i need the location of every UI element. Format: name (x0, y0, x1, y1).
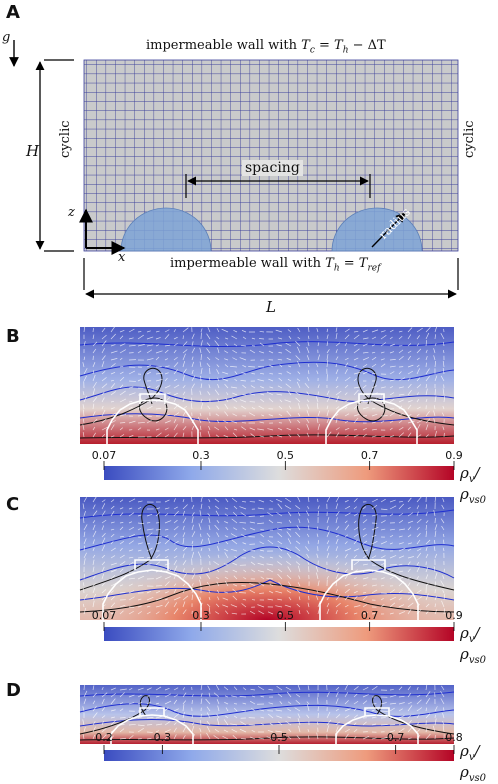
colorbar-d-label: ρv/ρvs0 (460, 742, 498, 784)
panel-label-b: B (6, 326, 20, 347)
z-axis-label: z (68, 205, 75, 220)
colorbar-d (104, 745, 454, 761)
field-b (80, 326, 454, 444)
colorbar-tick-label: 0.7 (361, 609, 379, 622)
colorbar-tick-label: 0.2 (95, 731, 113, 744)
colorbar-tick-label: 0.5 (270, 731, 288, 744)
panel-label-d: D (6, 680, 21, 701)
colorbar-tick-label: 0.07 (92, 609, 117, 622)
colorbar-tick-label: 0.9 (445, 609, 463, 622)
height-label: H (26, 142, 39, 160)
colorbar-b-label: ρv/ρvs0 (460, 464, 498, 506)
right-cyclic-label: cyclic (462, 120, 477, 158)
colorbar-b (104, 461, 454, 480)
colorbar-tick-label: 0.3 (192, 449, 210, 462)
field-c (80, 496, 454, 620)
colorbar-tick-label: 0.07 (92, 449, 117, 462)
colorbar-tick-label: 0.7 (387, 731, 405, 744)
gravity-label: g (2, 30, 10, 45)
x-axis-label: x (118, 250, 125, 265)
colorbar-tick-label: 0.9 (445, 449, 463, 462)
bottom-wall-label: impermeable wall with Th = Tref (170, 256, 380, 274)
spacing-label: spacing (242, 160, 303, 176)
colorbar-tick-label: 0.5 (277, 449, 295, 462)
colorbar-tick-label: 0.5 (277, 609, 295, 622)
schematic-svg (0, 0, 498, 762)
colorbar-tick-label: 0.7 (361, 449, 379, 462)
top-wall-label: impermeable wall with Tc = Th − ΔT (146, 38, 386, 56)
left-cyclic-label: cyclic (58, 120, 73, 158)
colorbar-tick-label: 0.3 (154, 731, 172, 744)
colorbar-tick-label: 0.3 (192, 609, 210, 622)
colorbar-c-label: ρv/ρvs0 (460, 624, 498, 666)
panel-label-c: C (6, 494, 19, 515)
length-label: L (266, 298, 276, 316)
colorbar-c (104, 622, 454, 641)
